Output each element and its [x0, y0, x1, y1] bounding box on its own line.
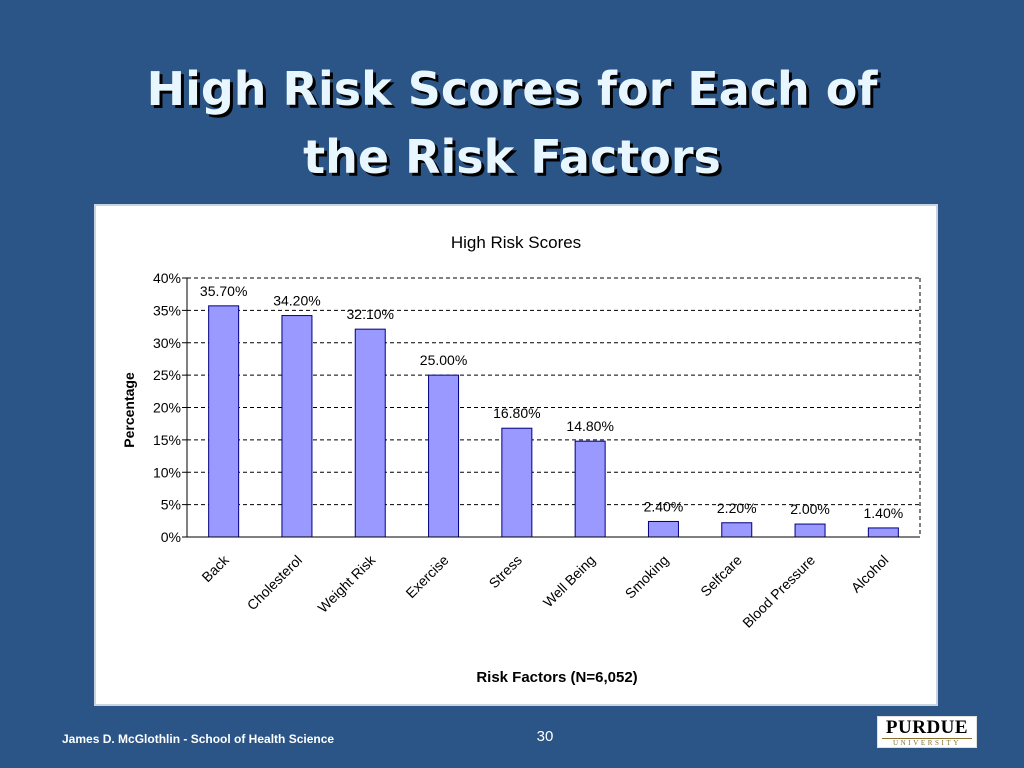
- slide-title-line-2: the Risk Factors: [40, 123, 984, 191]
- bar-chart: High Risk Scores 0% 5% 10% 15% 20% 25% 30% 35% 4…: [96, 206, 936, 704]
- y-axis-label: Percentage: [121, 372, 137, 448]
- bar: [502, 428, 532, 537]
- bar: [282, 316, 312, 537]
- bar: [429, 375, 459, 537]
- bar: [795, 524, 825, 537]
- slide-title: High Risk Scores for Each of the Risk Fa…: [40, 55, 984, 191]
- x-tick-label: Blood Pressure: [739, 552, 818, 631]
- bar: [355, 329, 385, 537]
- data-label: 16.80%: [493, 405, 540, 421]
- x-tick-label: Selfcare: [697, 552, 745, 600]
- data-label: 32.10%: [347, 306, 394, 322]
- y-axis-ticks: 0% 5% 10% 15% 20% 25% 30% 35% 40%: [153, 270, 187, 545]
- y-tick-label: 0%: [161, 529, 181, 545]
- y-tick-label: 20%: [153, 400, 181, 416]
- y-tick-label: 15%: [153, 432, 181, 448]
- y-tick-label: 10%: [153, 464, 181, 480]
- y-tick-label: 40%: [153, 270, 181, 286]
- bar: [868, 528, 898, 537]
- data-label: 2.20%: [717, 500, 757, 516]
- bar: [648, 521, 678, 537]
- data-label: 34.20%: [273, 293, 320, 309]
- data-label: 35.70%: [200, 283, 247, 299]
- purdue-logo: PURDUE UNIVERSITY: [877, 716, 977, 748]
- bar: [722, 523, 752, 537]
- x-axis-label: Risk Factors (N=6,052): [476, 669, 637, 686]
- bar: [575, 441, 605, 537]
- slide-title-line-1: High Risk Scores for Each of: [40, 55, 984, 123]
- chart-title: High Risk Scores: [451, 233, 581, 252]
- y-tick-label: 30%: [153, 335, 181, 351]
- x-axis-ticks: Back Cholesterol Weight Risk Exercise Stress…: [198, 551, 891, 631]
- data-label: 2.00%: [790, 501, 830, 517]
- data-label: 25.00%: [420, 352, 467, 368]
- y-tick-label: 5%: [161, 497, 181, 513]
- x-tick-label: Well Being: [540, 552, 598, 610]
- logo-subtitle: UNIVERSITY: [882, 738, 972, 747]
- logo-wordmark: PURDUE: [878, 718, 976, 738]
- page-number: 30: [520, 728, 570, 745]
- bar: [209, 306, 239, 537]
- data-label: 2.40%: [644, 498, 684, 514]
- x-tick-label: Weight Risk: [314, 551, 379, 616]
- x-tick-label: Alcohol: [848, 552, 892, 596]
- y-tick-label: 25%: [153, 367, 181, 383]
- x-tick-label: Stress: [486, 552, 525, 591]
- y-tick-label: 35%: [153, 302, 181, 318]
- x-tick-label: Exercise: [402, 552, 451, 601]
- x-tick-label: Smoking: [622, 552, 672, 602]
- data-label: 14.80%: [566, 418, 613, 434]
- x-tick-label: Back: [198, 551, 232, 585]
- footer-author: James D. McGlothlin - School of Health S…: [62, 732, 334, 746]
- x-tick-label: Cholesterol: [244, 552, 305, 613]
- data-label: 1.40%: [863, 505, 903, 521]
- chart-frame: High Risk Scores 0% 5% 10% 15% 20% 25% 30% 35% 4…: [94, 204, 938, 706]
